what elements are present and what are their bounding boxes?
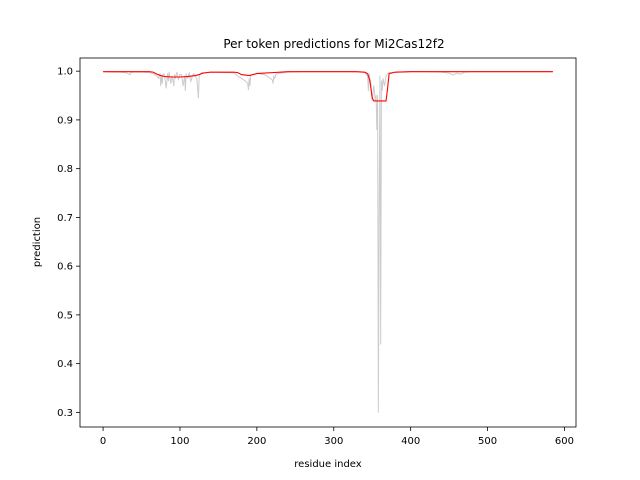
- series-line-smoothed: [103, 71, 553, 102]
- series-line-raw: [103, 71, 553, 413]
- x-tick-label: 200: [247, 436, 266, 447]
- y-tick-label: 0.7: [57, 213, 73, 224]
- x-axis-label: residue index: [294, 459, 361, 470]
- x-tick-label: 0: [100, 436, 106, 447]
- y-tick-label: 0.5: [57, 310, 73, 321]
- plot-area: [103, 71, 553, 413]
- x-tick-label: 500: [478, 436, 497, 447]
- x-tick-label: 300: [324, 436, 343, 447]
- x-tick-label: 100: [170, 436, 189, 447]
- y-tick-label: 1.0: [57, 67, 73, 78]
- x-tick-label: 600: [555, 436, 574, 447]
- x-tick-label: 400: [401, 436, 420, 447]
- y-tick-label: 0.8: [57, 164, 73, 175]
- y-tick-label: 0.3: [57, 408, 73, 419]
- y-tick-label: 0.6: [57, 262, 73, 273]
- axes-frame: [79, 57, 577, 428]
- y-tick-label: 0.4: [57, 359, 73, 370]
- chart-title: Per token predictions for Mi2Cas12f2: [223, 37, 444, 51]
- y-axis: 0.3 0.4 0.5 0.6 0.7 0.8 0.9 1.0: [57, 67, 80, 419]
- y-tick-label: 0.9: [57, 115, 73, 126]
- x-axis: 0 100 200 300 400 500 600: [100, 427, 574, 447]
- y-axis-label: prediction: [32, 217, 43, 267]
